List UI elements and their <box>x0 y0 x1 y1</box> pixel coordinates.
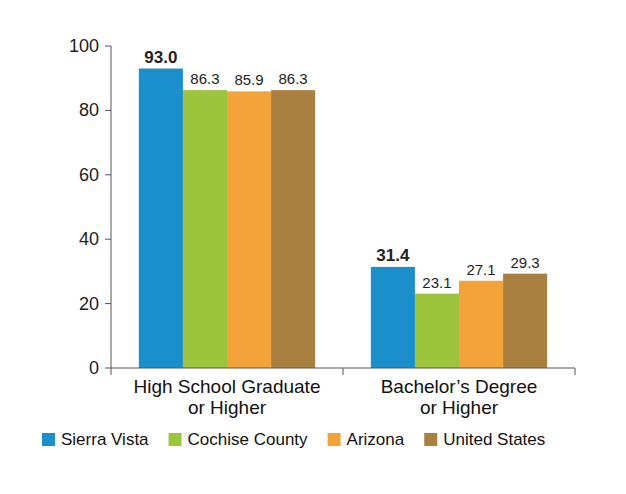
y-tick-label: 80 <box>79 100 99 120</box>
data-label: 93.0 <box>144 48 177 67</box>
data-label: 23.1 <box>422 274 451 291</box>
data-label: 31.4 <box>376 246 410 265</box>
data-label: 29.3 <box>511 254 540 271</box>
y-tick <box>105 368 111 369</box>
y-axis <box>111 46 112 368</box>
bars <box>139 69 547 368</box>
y-tick <box>105 174 111 175</box>
data-label: 85.9 <box>234 71 263 88</box>
y-tick <box>105 239 111 240</box>
legend: Sierra Vista Cochise County Arizona United … <box>42 430 545 449</box>
y-tick-label: 0 <box>89 358 99 378</box>
legend-label: United States <box>443 430 545 449</box>
y-tick-label: 60 <box>79 165 99 185</box>
legend-swatch <box>169 433 182 446</box>
category-line: or Higher <box>420 397 499 418</box>
x-tick <box>575 368 576 375</box>
bar <box>183 90 227 368</box>
x-tick <box>343 368 344 375</box>
bar <box>271 90 315 368</box>
category-label: High School Graduateor Higher <box>134 376 321 418</box>
category-label: Bachelor’s Degreeor Higher <box>381 376 538 418</box>
legend-swatch <box>328 433 341 446</box>
y-tick <box>105 46 111 47</box>
x-tick <box>111 368 112 375</box>
bar <box>415 294 459 368</box>
legend-label: Arizona <box>347 430 405 449</box>
bar <box>503 274 547 368</box>
category-line: High School Graduate <box>134 376 321 397</box>
y-tick-label: 20 <box>79 294 99 314</box>
data-label: 86.3 <box>279 70 308 87</box>
bar <box>371 267 415 368</box>
y-tick-label: 100 <box>69 36 99 56</box>
bar <box>227 91 271 368</box>
data-label: 27.1 <box>466 261 495 278</box>
y-tick <box>105 303 111 304</box>
legend-swatch <box>424 433 437 446</box>
chart: 0 20 40 60 80 100 93.0 31.4 86.3 23.1 85.9 27.1 86.3… <box>0 0 626 494</box>
y-tick-label: 40 <box>79 229 99 249</box>
bar <box>459 281 503 368</box>
data-label: 86.3 <box>190 70 219 87</box>
legend-label: Sierra Vista <box>61 430 149 449</box>
bar <box>139 69 183 368</box>
category-line: Bachelor’s Degree <box>381 376 538 397</box>
legend-label: Cochise County <box>188 430 309 449</box>
category-line: or Higher <box>188 397 267 418</box>
y-tick <box>105 110 111 111</box>
legend-swatch <box>42 433 55 446</box>
